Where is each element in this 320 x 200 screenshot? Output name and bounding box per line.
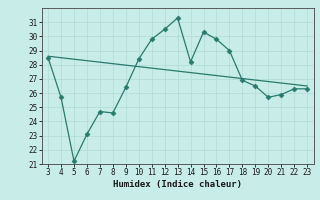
X-axis label: Humidex (Indice chaleur): Humidex (Indice chaleur) (113, 180, 242, 189)
